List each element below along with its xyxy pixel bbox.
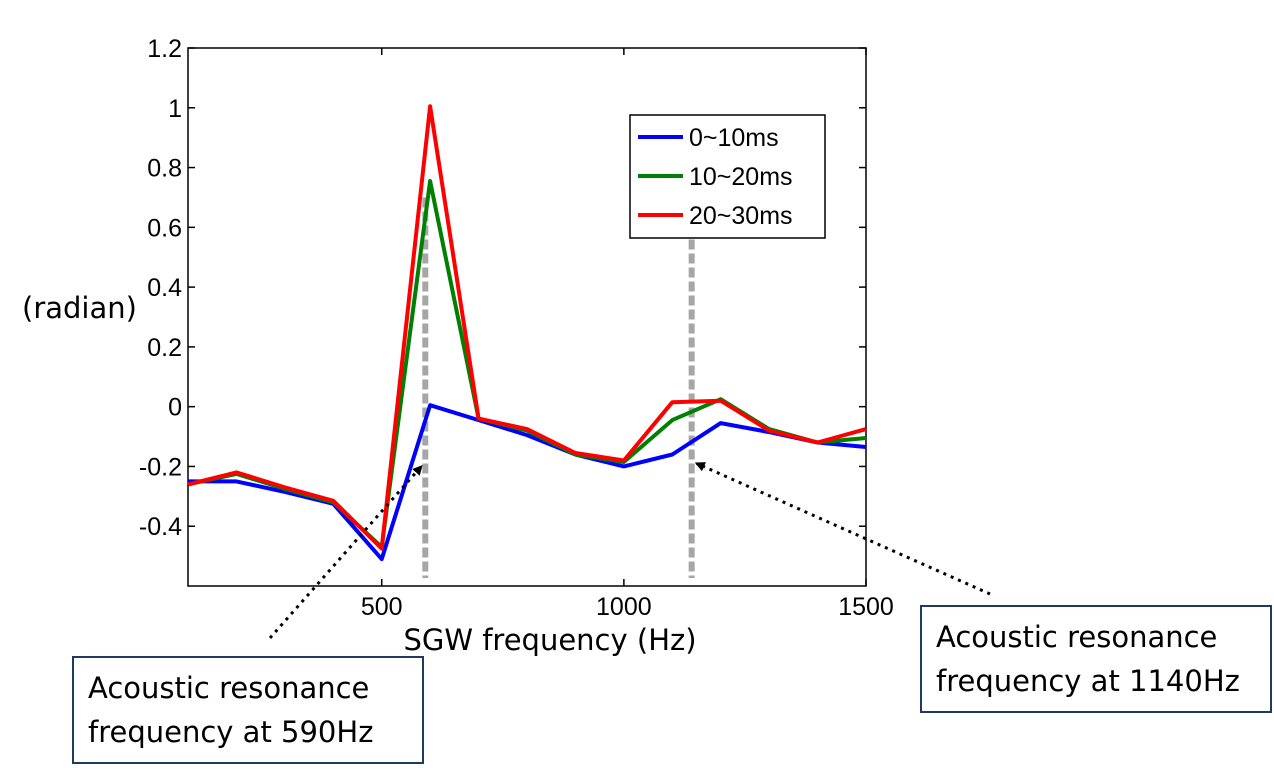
legend-label-0: 0~10ms: [689, 124, 779, 152]
y-tick-label: 1.2: [147, 35, 182, 63]
annotation-1140hz-line-1: Acoustic resonance: [936, 620, 1218, 654]
resonance-markers: [422, 197, 695, 578]
y-tick-label: 0.8: [147, 155, 182, 183]
legend: 0~10ms 10~20ms 20~30ms: [629, 114, 826, 239]
arrow-590hz: [268, 464, 423, 639]
y-tick-label: -0.4: [139, 513, 182, 541]
x-tick-label: 500: [361, 593, 403, 621]
legend-label-2: 20~30ms: [689, 202, 793, 230]
series-lines: [187, 104, 867, 562]
x-tick-label: 1000: [596, 593, 652, 621]
axes: 1.2 1 0.8 0.6 0.4 0.2 0 -0.2 -0.4 500 1000 1500: [139, 35, 894, 621]
annotation-590hz-line-1: Acoustic resonance: [88, 671, 370, 705]
plot-frame: [187, 47, 867, 587]
y-tick-label: 0.2: [147, 334, 182, 362]
y-tick-label: 0.4: [147, 274, 182, 302]
y-tick-label: 1: [168, 95, 182, 123]
y-tick-label: 0.6: [147, 214, 182, 242]
annotation-590hz-line-2: frequency at 590Hz: [88, 715, 374, 749]
y-tick-label: 0: [168, 394, 182, 422]
y-tick-label: -0.2: [139, 453, 182, 481]
annotation-590hz: Acoustic resonance frequency at 590Hz: [72, 656, 424, 764]
series-line-2: [187, 104, 867, 551]
y-axis-title: (radian): [22, 291, 137, 325]
legend-label-1: 10~20ms: [689, 163, 793, 191]
callout-arrows: [268, 462, 991, 639]
series-line-0: [188, 403, 867, 562]
arrow-1140hz: [694, 462, 991, 596]
x-axis-title: SGW frequency (Hz): [403, 623, 696, 657]
x-tick-label: 1500: [838, 593, 894, 621]
annotation-1140hz-line-2: frequency at 1140Hz: [936, 664, 1240, 698]
annotation-1140hz: Acoustic resonance frequency at 1140Hz: [920, 605, 1272, 713]
